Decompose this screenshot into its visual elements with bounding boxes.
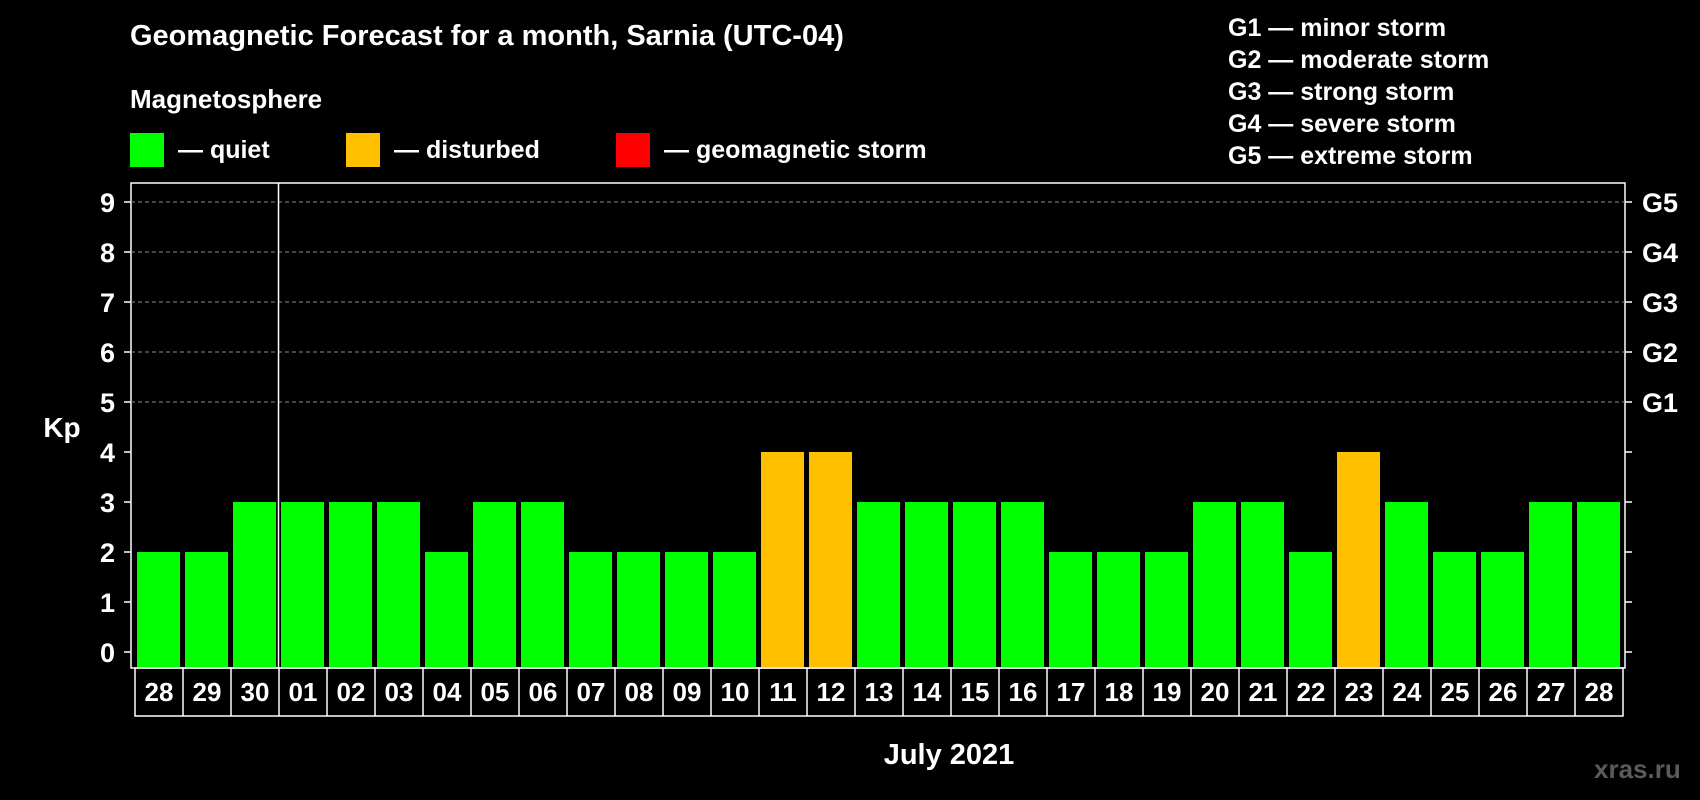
x-tick-label-22: 19 xyxy=(1153,677,1182,707)
right-tick-label-G5: G5 xyxy=(1642,188,1678,218)
bar-8 xyxy=(473,502,516,667)
bar-22 xyxy=(1145,552,1188,667)
bar-27 xyxy=(1385,502,1428,667)
legend-item-storm: — geomagnetic storm xyxy=(616,133,927,167)
bar-16 xyxy=(857,502,900,667)
x-tick-label-12: 09 xyxy=(673,677,702,707)
y-tick-label-6: 6 xyxy=(100,338,115,368)
x-tick-label-4: 01 xyxy=(289,677,318,707)
bar-20 xyxy=(1049,552,1092,667)
x-tick-label-28: 25 xyxy=(1441,677,1470,707)
x-tick-label-16: 13 xyxy=(865,677,894,707)
x-tick-label-8: 05 xyxy=(481,677,510,707)
x-tick-label-27: 24 xyxy=(1393,677,1422,707)
y-tick-label-2: 2 xyxy=(100,538,115,568)
bar-6 xyxy=(377,502,420,667)
y-tick-label-0: 0 xyxy=(100,638,115,668)
x-tick-label-25: 22 xyxy=(1297,677,1326,707)
bar-15 xyxy=(809,452,852,667)
x-tick-label-18: 15 xyxy=(961,677,990,707)
x-tick-label-9: 06 xyxy=(529,677,558,707)
bar-14 xyxy=(761,452,804,667)
watermark: xras.ru xyxy=(1594,754,1681,784)
bar-12 xyxy=(665,552,708,667)
right-tick-label-G2: G2 xyxy=(1642,338,1678,368)
chart-title: Geomagnetic Forecast for a month, Sarnia… xyxy=(130,20,844,52)
storm-scale-g4: G4 — severe storm xyxy=(1228,110,1456,138)
x-tick-label-6: 03 xyxy=(385,677,414,707)
y-tick-label-1: 1 xyxy=(100,588,115,618)
y-tick-label-7: 7 xyxy=(100,288,115,318)
x-tick-label-19: 16 xyxy=(1009,677,1038,707)
bar-1 xyxy=(137,552,180,667)
y-axis-label: Kp xyxy=(43,412,80,443)
bar-25 xyxy=(1289,552,1332,667)
y-tick-label-5: 5 xyxy=(100,388,115,418)
right-tick-label-G1: G1 xyxy=(1642,388,1678,418)
x-tick-label-5: 02 xyxy=(337,677,366,707)
right-tick-label-G3: G3 xyxy=(1642,288,1678,318)
x-tick-label-10: 07 xyxy=(577,677,606,707)
legend-label-disturbed: — disturbed xyxy=(394,135,540,164)
legend-swatch-disturbed xyxy=(346,133,380,167)
x-tick-label-7: 04 xyxy=(433,677,462,707)
x-tick-label-21: 18 xyxy=(1105,677,1134,707)
x-tick-label-29: 26 xyxy=(1489,677,1518,707)
x-tick-label-24: 21 xyxy=(1249,677,1278,707)
x-tick-label-20: 17 xyxy=(1057,677,1086,707)
legend-label-storm: — geomagnetic storm xyxy=(664,135,927,164)
day-label-grid xyxy=(134,667,1624,717)
bar-18 xyxy=(953,502,996,667)
x-tick-label-15: 12 xyxy=(817,677,846,707)
legend-label-quiet: — quiet xyxy=(178,135,270,164)
x-tick-label-1: 28 xyxy=(145,677,174,707)
x-tick-label-26: 23 xyxy=(1345,677,1374,707)
right-tick-label-G4: G4 xyxy=(1642,238,1678,268)
bar-9 xyxy=(521,502,564,667)
bar-29 xyxy=(1481,552,1524,667)
x-tick-label-23: 20 xyxy=(1201,677,1230,707)
bar-31 xyxy=(1577,502,1620,667)
x-tick-label-30: 27 xyxy=(1537,677,1566,707)
storm-scale-legend: G1 — minor storm G2 — moderate storm G3 … xyxy=(1228,12,1489,172)
legend-item-disturbed: — disturbed xyxy=(346,133,540,167)
x-tick-label-2: 29 xyxy=(193,677,222,707)
legend-item-quiet: — quiet xyxy=(130,133,270,167)
bar-11 xyxy=(617,552,660,667)
y-tick-label-8: 8 xyxy=(100,238,115,268)
y-tick-label-3: 3 xyxy=(100,488,115,518)
x-tick-label-17: 14 xyxy=(913,677,942,707)
legend-swatch-storm xyxy=(616,133,650,167)
bar-21 xyxy=(1097,552,1140,667)
storm-scale-g1: G1 — minor storm xyxy=(1228,14,1447,42)
y-tick-label-9: 9 xyxy=(100,188,115,218)
bar-2 xyxy=(185,552,228,667)
bar-3 xyxy=(233,502,276,667)
bar-23 xyxy=(1193,502,1236,667)
legend-heading: Magnetosphere xyxy=(130,84,323,114)
bar-24 xyxy=(1241,502,1284,667)
y-tick-label-4: 4 xyxy=(100,438,115,468)
x-axis-label: July 2021 xyxy=(884,739,1015,771)
bar-30 xyxy=(1529,502,1572,667)
storm-scale-g3: G3 — strong storm xyxy=(1228,78,1455,106)
x-tick-label-31: 28 xyxy=(1585,677,1614,707)
legend-swatch-quiet xyxy=(130,133,164,167)
bar-26 xyxy=(1337,452,1380,667)
bar-10 xyxy=(569,552,612,667)
bar-7 xyxy=(425,552,468,667)
storm-scale-g2: G2 — moderate storm xyxy=(1228,46,1490,74)
bar-28 xyxy=(1433,552,1476,667)
bar-17 xyxy=(905,502,948,667)
bar-19 xyxy=(1001,502,1044,667)
storm-scale-g5: G5 — extreme storm xyxy=(1228,142,1473,170)
bar-4 xyxy=(281,502,324,667)
x-tick-label-13: 10 xyxy=(721,677,750,707)
x-tick-label-11: 08 xyxy=(625,677,654,707)
bar-5 xyxy=(329,502,372,667)
x-tick-label-14: 11 xyxy=(769,677,797,707)
x-tick-label-3: 30 xyxy=(241,677,270,707)
bar-13 xyxy=(713,552,756,667)
